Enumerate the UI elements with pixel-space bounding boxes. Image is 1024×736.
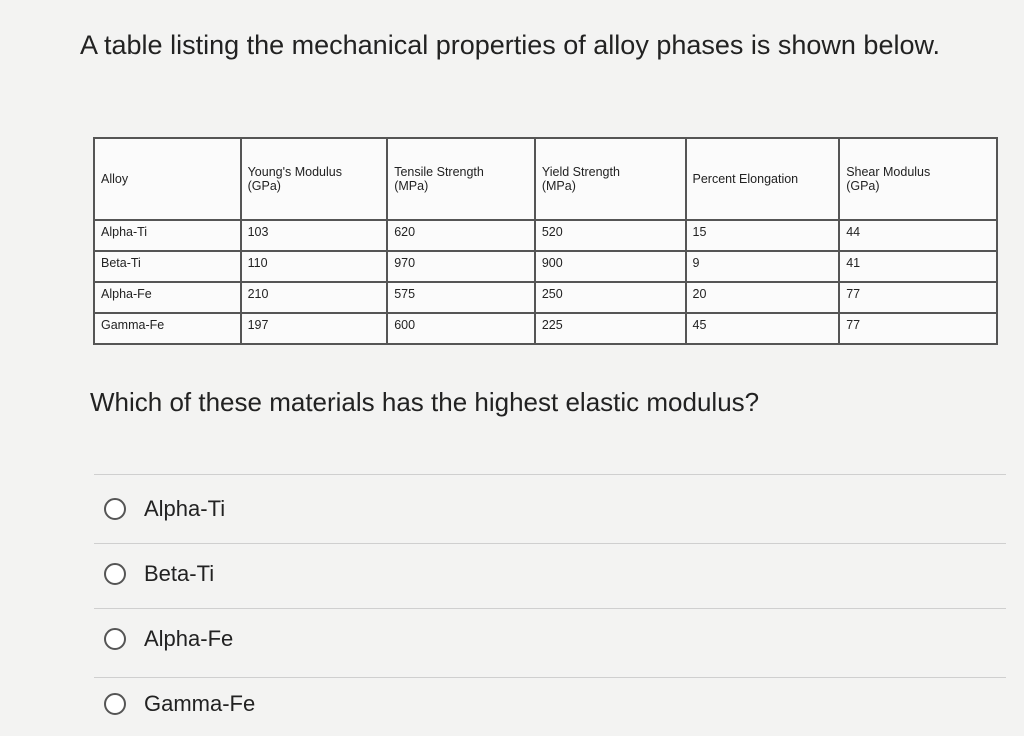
header-line: (GPa)	[846, 179, 880, 193]
option-label: Alpha-Fe	[144, 626, 234, 651]
table-cell: 900	[533, 250, 687, 283]
table-cell: 41	[838, 250, 998, 283]
header-line: Percent Elongation	[692, 172, 799, 186]
answer-option[interactable]: Beta-Ti	[104, 561, 214, 587]
header-cell: Alloy	[93, 137, 242, 221]
separator	[94, 677, 1006, 678]
header-line: Tensile Strength	[394, 165, 484, 179]
table-row: Alpha-Fe 210 575 250 20 77	[93, 281, 998, 314]
header-line: Shear Modulus	[846, 165, 931, 179]
table-cell: 250	[533, 281, 687, 314]
table-cell: 970	[386, 250, 536, 283]
separator	[94, 608, 1006, 609]
radio-button[interactable]	[104, 498, 126, 520]
properties-table: Alloy Young's Modulus (GPa) Tensile Strengt…	[93, 137, 998, 345]
intro-text: A table listing the mechanical propertie…	[80, 30, 940, 60]
table-cell: 103	[239, 219, 389, 252]
option-label: Beta-Ti	[144, 561, 215, 586]
table-cell: 620	[386, 219, 536, 252]
option-label: Alpha-Ti	[144, 496, 226, 521]
radio-button[interactable]	[104, 563, 126, 585]
radio-button[interactable]	[104, 628, 126, 650]
header-cell: Shear Modulus (GPa)	[838, 137, 998, 221]
radio-button[interactable]	[104, 693, 126, 715]
header-line: (GPa)	[247, 179, 281, 193]
table-cell: 575	[386, 281, 536, 314]
table-cell: 210	[239, 281, 389, 314]
table-cell: 520	[533, 219, 687, 252]
separator	[94, 474, 1006, 475]
table-cell: Beta-Ti	[93, 250, 242, 283]
table-cell: 77	[838, 312, 998, 345]
table-cell: 110	[239, 250, 389, 283]
answer-option[interactable]: Gamma-Fe	[104, 691, 255, 717]
header-cell: Yield Strength (MPa)	[533, 137, 687, 221]
table-cell: 15	[684, 219, 841, 252]
table-cell: Alpha-Ti	[93, 219, 242, 252]
header-cell: Tensile Strength (MPa)	[386, 137, 536, 221]
table-cell: 197	[239, 312, 389, 345]
table-cell: 9	[684, 250, 841, 283]
table-row: Beta-Ti 110 970 900 9 41	[93, 250, 998, 283]
table-row: Gamma-Fe 197 600 225 45 77	[93, 312, 998, 345]
separator	[94, 543, 1006, 544]
header-row: Alloy Young's Modulus (GPa) Tensile Strengt…	[93, 137, 998, 221]
header-line: Yield Strength	[541, 165, 620, 179]
header-cell: Percent Elongation	[684, 137, 841, 221]
question-text: Which of these materials has the highest…	[90, 387, 760, 417]
header-line: (MPa)	[541, 179, 576, 193]
table-cell: 20	[684, 281, 841, 314]
table-cell: Gamma-Fe	[93, 312, 242, 345]
table-cell: Alpha-Fe	[93, 281, 242, 314]
answer-option[interactable]: Alpha-Ti	[104, 496, 225, 522]
option-label: Gamma-Fe	[144, 691, 256, 716]
table-cell: 225	[533, 312, 687, 345]
header-line: (MPa)	[394, 179, 429, 193]
header-line: Young's Modulus	[247, 165, 342, 179]
table-cell: 77	[838, 281, 998, 314]
table-cell: 44	[838, 219, 998, 252]
table-cell: 45	[684, 312, 841, 345]
table-cell: 600	[386, 312, 536, 345]
header-cell: Young's Modulus (GPa)	[239, 137, 389, 221]
answer-option[interactable]: Alpha-Fe	[104, 626, 233, 652]
header-line: Alloy	[101, 172, 129, 186]
table-row: Alpha-Ti 103 620 520 15 44	[93, 219, 998, 252]
